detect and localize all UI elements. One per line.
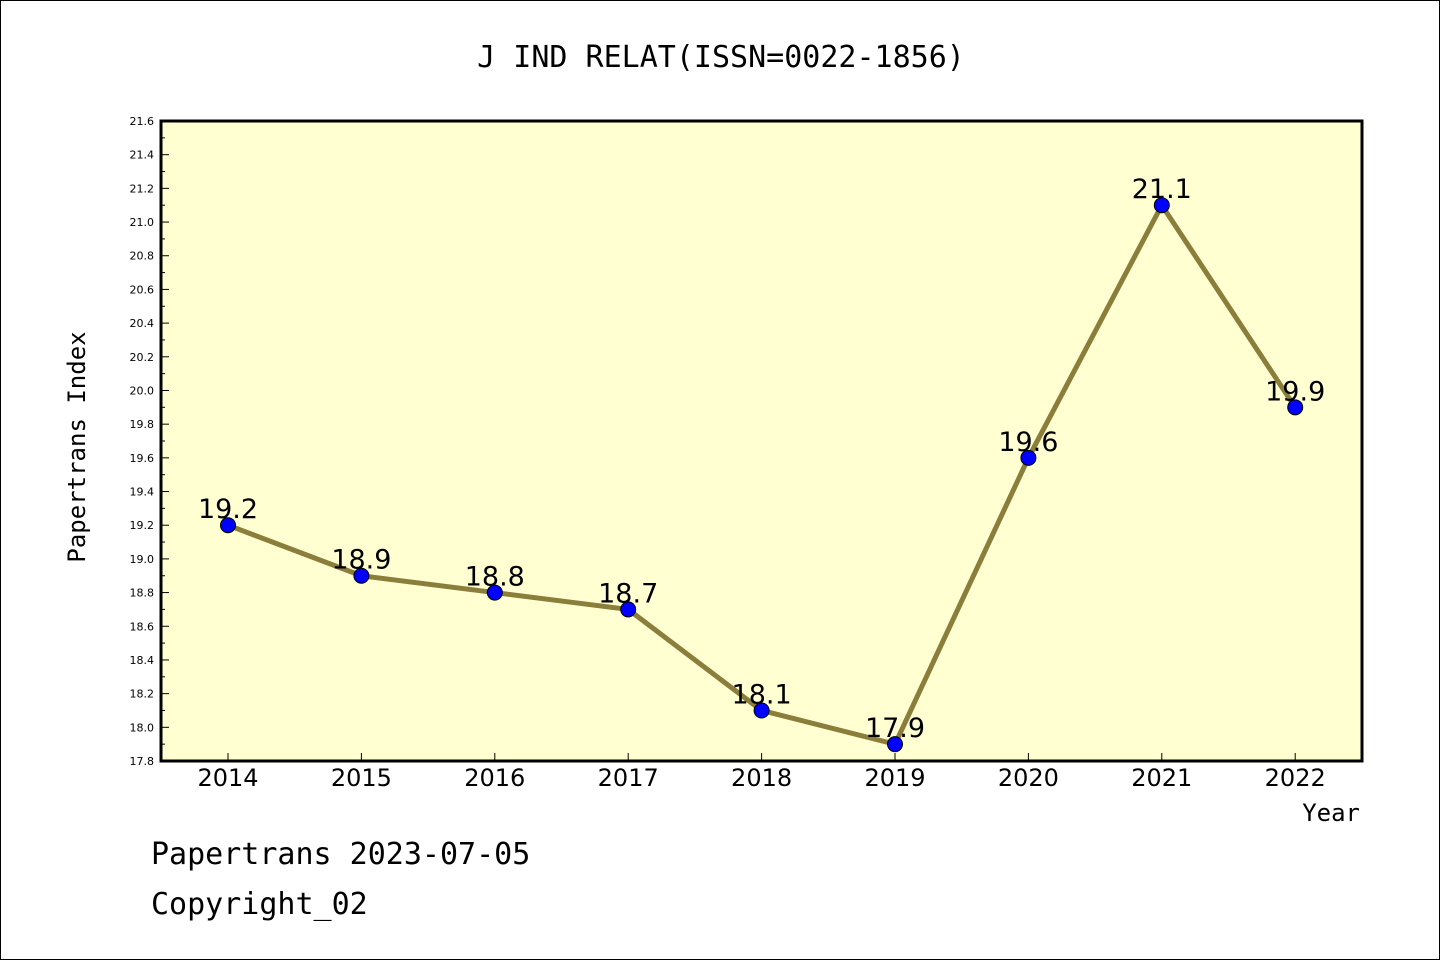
x-tick-label: 2020 xyxy=(998,764,1059,792)
y-tick-label: 19.0 xyxy=(130,553,155,566)
data-point xyxy=(1287,399,1304,416)
data-point xyxy=(753,702,770,719)
y-tick-label: 19.8 xyxy=(130,418,155,431)
y-tick-label: 18.8 xyxy=(130,587,155,600)
data-label: 18.9 xyxy=(331,545,391,576)
y-tick-label: 18.0 xyxy=(130,721,155,734)
y-tick-label: 19.4 xyxy=(130,486,155,499)
data-label: 18.8 xyxy=(465,562,525,593)
x-tick-label: 2015 xyxy=(331,764,392,792)
x-axis-label: Year xyxy=(1302,799,1360,827)
x-tick-label: 2022 xyxy=(1265,764,1326,792)
x-tick-label: 2019 xyxy=(864,764,925,792)
data-point xyxy=(620,601,637,618)
x-tick-label: 2014 xyxy=(197,764,258,792)
y-tick-label: 17.8 xyxy=(130,755,155,768)
y-tick-label: 19.2 xyxy=(130,519,155,532)
y-tick-label: 18.6 xyxy=(130,620,155,633)
data-label: 21.1 xyxy=(1132,174,1192,205)
y-tick-label: 18.4 xyxy=(130,654,155,667)
data-point xyxy=(887,736,903,753)
x-tick-label: 2018 xyxy=(731,764,792,792)
y-tick-label: 20.6 xyxy=(130,283,155,296)
footer-copyright: Copyright_02 xyxy=(151,887,368,922)
y-tick-label: 21.6 xyxy=(130,115,155,128)
x-tick-label: 2017 xyxy=(598,764,659,792)
data-label: 19.2 xyxy=(198,494,258,525)
data-point xyxy=(353,567,370,584)
x-axis: 2014 2015 2016 2017 2018 2019 2020 2021 2022 xyxy=(197,753,1326,792)
data-point xyxy=(1153,197,1170,214)
data-point xyxy=(1020,449,1037,466)
data-label: 18.7 xyxy=(598,578,658,609)
plot-area xyxy=(159,119,1364,763)
series: 19.2 18.9 18.8 18.7 18.1 17.9 19.6 21.1 19.9 xyxy=(198,174,1325,753)
x-tick-label: 2021 xyxy=(1131,764,1192,792)
y-tick-label: 20.0 xyxy=(130,384,155,397)
data-point xyxy=(220,517,236,534)
y-tick-label: 18.2 xyxy=(130,688,155,701)
data-label: 18.1 xyxy=(732,679,792,710)
y-tick-label: 20.2 xyxy=(130,351,155,364)
footer-date: Papertrans 2023-07-05 xyxy=(151,837,531,872)
chart-title: J IND RELAT(ISSN=0022-1856) xyxy=(477,40,965,75)
data-label: 17.9 xyxy=(865,713,925,744)
data-label: 19.6 xyxy=(998,427,1058,458)
y-tick-label: 21.0 xyxy=(130,216,155,229)
data-label: 19.9 xyxy=(1265,376,1325,407)
data-point xyxy=(486,584,503,601)
y-tick-label: 20.8 xyxy=(130,250,155,263)
y-tick-label: 20.4 xyxy=(130,317,155,330)
y-axis-label: Papertrans Index xyxy=(63,331,91,562)
y-tick-label: 21.4 xyxy=(130,149,155,162)
y-tick-label: 19.6 xyxy=(130,452,155,465)
x-tick-label: 2016 xyxy=(464,764,525,792)
y-tick-label: 21.2 xyxy=(130,182,155,195)
y-axis: 17.8 18.0 18.2 18.4 18.6 18.8 19.0 19.2 19.4 19.6… xyxy=(130,115,169,768)
